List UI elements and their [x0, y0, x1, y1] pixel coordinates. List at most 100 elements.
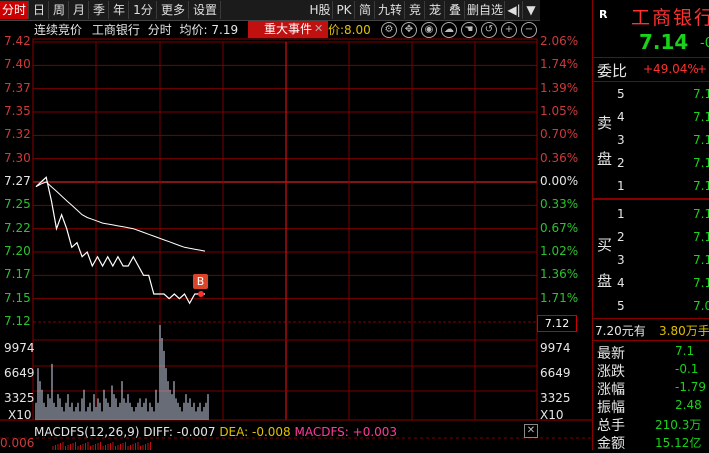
sell-level: 3: [617, 133, 625, 147]
news-close-icon[interactable]: ✕: [314, 22, 324, 35]
percent-axis-label: 1.39%: [540, 80, 579, 95]
macd-dea: DEA: -0.008: [219, 425, 291, 439]
stat-value: 210.3万: [655, 418, 702, 432]
panel-price-change: -0: [700, 36, 709, 51]
simple-button[interactable]: 简: [356, 1, 375, 19]
buy-marker[interactable]: B: [193, 274, 208, 289]
eye-icon[interactable]: ◉: [421, 22, 437, 38]
price-axis-label: 7.32: [4, 127, 31, 142]
nine-turn-button[interactable]: 九转: [376, 1, 405, 19]
volume-label-mid: 6649: [4, 366, 35, 380]
volume-label-low-right: 3325: [540, 391, 571, 405]
sell-price[interactable]: 7.1: [693, 110, 709, 124]
h-share-button[interactable]: H股: [308, 1, 333, 19]
macd-label: MACDFS(12,26,9): [34, 425, 140, 439]
percent-axis-label: 2.06%: [540, 34, 579, 48]
percent-axis-label: 0.00%: [540, 174, 579, 188]
buy-price[interactable]: 7.0: [693, 299, 709, 313]
price-axis-label: 7.27: [4, 174, 31, 188]
summary-right: 3.80万手: [659, 324, 709, 338]
settings-icon[interactable]: ⚙: [381, 22, 397, 38]
market-tag: R: [599, 8, 608, 21]
buy-price[interactable]: 7.1: [693, 276, 709, 290]
tab-year[interactable]: 年: [110, 1, 129, 19]
volume-label-high-right: 9974: [540, 341, 571, 355]
macd-diff: DIFF: -0.007: [143, 425, 216, 439]
tab-intraday[interactable]: 分时: [0, 1, 29, 19]
sell-level: 1: [617, 179, 625, 193]
percent-axis-label: 1.05%: [540, 104, 579, 118]
buy-level: 4: [617, 276, 625, 290]
tab-1min[interactable]: 1分: [130, 1, 157, 19]
sell-label-1: 卖: [597, 114, 613, 132]
buy-level: 3: [617, 253, 625, 267]
tab-quarter[interactable]: 季: [90, 1, 109, 19]
pk-button[interactable]: PK: [334, 1, 355, 19]
major-events-button[interactable]: 重大事件: [248, 21, 328, 38]
undo-icon[interactable]: ↺: [481, 22, 497, 38]
stat-label: 涨跌: [597, 364, 625, 380]
buy-level: 5: [617, 299, 625, 313]
price-line: [35, 176, 205, 305]
zoom-out-icon[interactable]: −: [521, 22, 537, 38]
tab-settings[interactable]: 设置: [190, 1, 221, 19]
stat-value: -1.79: [675, 380, 707, 394]
price-label: 价:8.00: [328, 23, 371, 37]
percent-axis-label: 1.36%: [540, 267, 579, 282]
macd-value: MACDFS: +0.003: [294, 425, 398, 439]
tab-week[interactable]: 周: [50, 1, 69, 19]
tab-more[interactable]: 更多: [158, 1, 189, 19]
price-axis-label: 7.42: [4, 34, 31, 48]
panel-stock-name: 工商银行: [631, 7, 709, 29]
panel-price: 7.14: [639, 30, 689, 54]
collapse-panel-icon[interactable]: ◀|: [506, 1, 523, 19]
price-axis-label: 7.17: [4, 267, 31, 282]
sell-level: 4: [617, 110, 625, 124]
price-axis-label: 7.22: [4, 220, 31, 235]
percent-axis-label: 1.71%: [540, 290, 579, 305]
sell-label-2: 盘: [597, 150, 613, 168]
price-axis-label: 7.30: [4, 150, 31, 165]
buy-price[interactable]: 7.1: [693, 253, 709, 267]
remove-watchlist-button[interactable]: 删自选: [466, 1, 505, 19]
order-ratio-suffix: +: [697, 62, 708, 76]
hand-icon[interactable]: ☚: [461, 22, 477, 38]
sell-price[interactable]: 7.1: [693, 133, 709, 147]
auction-button[interactable]: 竞: [406, 1, 425, 19]
stat-label: 金额: [597, 436, 625, 452]
avg-price-label: 均价: 7.19: [179, 23, 239, 37]
tab-day[interactable]: 日: [30, 1, 49, 19]
volume-label-low: 3325: [4, 391, 35, 405]
overlay-button[interactable]: 叠: [446, 1, 465, 19]
cloud-icon[interactable]: ☁: [441, 22, 457, 38]
sell-price[interactable]: 7.1: [693, 87, 709, 101]
percent-axis-label: 1.02%: [540, 244, 579, 258]
percent-axis-label: 0.33%: [540, 197, 579, 212]
sell-price[interactable]: 7.1: [693, 156, 709, 170]
percent-axis-label: 0.70%: [540, 127, 579, 142]
price-axis-label: 7.40: [4, 57, 31, 72]
sell-price[interactable]: 7.1: [693, 179, 709, 193]
macd-close-icon[interactable]: ✕: [524, 424, 538, 438]
stat-label: 最新: [597, 346, 625, 362]
stat-label: 振幅: [597, 400, 625, 416]
stat-value: 15.12亿: [655, 436, 702, 450]
percent-axis-label: 0.67%: [540, 220, 579, 235]
zoom-icon[interactable]: ✥: [401, 22, 417, 38]
chip-button[interactable]: 茏: [426, 1, 445, 19]
stat-value: -0.1: [675, 362, 699, 376]
current-price-tag: 7.12: [537, 315, 577, 332]
volume-label-high: 9974: [4, 341, 35, 355]
volume-scale-label: X10: [8, 408, 32, 422]
percent-axis-label: 0.36%: [540, 150, 579, 165]
buy-price[interactable]: 7.1: [693, 207, 709, 221]
chart-mode: 分时: [147, 23, 172, 37]
dropdown-icon[interactable]: ▼: [526, 3, 536, 17]
buy-price[interactable]: 7.1: [693, 230, 709, 244]
price-axis-label: 7.12: [4, 314, 31, 328]
stat-value: 7.1: [675, 344, 695, 358]
sell-level: 2: [617, 156, 625, 170]
buy-label-1: 买: [597, 236, 613, 254]
tab-month[interactable]: 月: [70, 1, 89, 19]
zoom-in-icon[interactable]: +: [501, 22, 517, 38]
